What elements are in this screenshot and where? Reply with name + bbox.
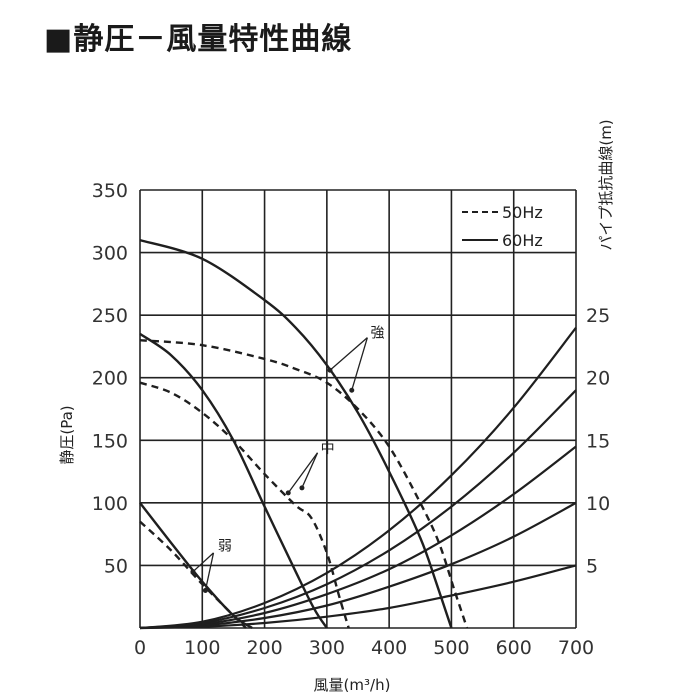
tick-labels: 0 100 200 300 400 500 600 700 50 100 150 200 250 300 3… xyxy=(92,180,610,659)
x-tick-label: 700 xyxy=(558,637,594,659)
y2-axis-label: パイプ抵抗曲線(m) xyxy=(597,119,615,250)
annotation-label: 強 xyxy=(370,326,384,342)
annotation-leader xyxy=(301,452,319,489)
legend: 50Hz 60Hz xyxy=(462,203,543,250)
y-tick-label: 150 xyxy=(92,430,128,452)
x-tick-label: 200 xyxy=(246,637,282,659)
annotation-arrowhead xyxy=(349,387,355,393)
x-tick-label: 300 xyxy=(309,637,345,659)
annotation-leader xyxy=(204,552,215,591)
fan-curve-60hz xyxy=(139,238,453,629)
annotation-arrowhead xyxy=(190,569,196,575)
annotation-leader xyxy=(287,452,319,494)
pipe-resistance-curve xyxy=(139,564,577,630)
x-tick-label: 0 xyxy=(134,637,146,659)
grid xyxy=(139,189,577,629)
fan-curve-50hz xyxy=(139,520,247,629)
fan-curve-60hz xyxy=(139,332,328,629)
legend-label: 50Hz xyxy=(502,203,543,222)
y2-tick-label: 20 xyxy=(586,368,610,390)
annotation-leader xyxy=(351,337,368,391)
y-axis-label: 静圧(Pa) xyxy=(58,405,76,464)
y-tick-label: 100 xyxy=(92,493,128,515)
chart-title: ■静圧－風量特性曲線 xyxy=(44,22,353,57)
x-axis-label: 風量(m³/h) xyxy=(314,676,391,694)
annotation-arrowhead xyxy=(299,485,305,491)
y-tick-label: 350 xyxy=(92,180,128,202)
fan-curve-50hz xyxy=(139,381,350,629)
y-tick-label: 250 xyxy=(92,305,128,327)
pipe-resistance-curve xyxy=(139,389,577,630)
pipe-resistance-curve xyxy=(139,501,577,630)
fan-curve-50hz xyxy=(139,339,469,629)
x-tick-label: 500 xyxy=(433,637,469,659)
annotation-leader xyxy=(329,337,368,371)
curves xyxy=(139,238,577,630)
annotation-arrowhead xyxy=(202,587,208,593)
annotation-arrowhead xyxy=(327,367,333,373)
x-tick-label: 100 xyxy=(184,637,220,659)
annotation-leader xyxy=(192,552,214,573)
x-tick-label: 600 xyxy=(496,637,532,659)
annotation-arrowhead xyxy=(285,490,291,496)
pipe-resistance-curve xyxy=(139,445,577,630)
x-tick-label: 400 xyxy=(371,637,407,659)
y-tick-label: 50 xyxy=(104,555,128,577)
annotations: 強中弱 xyxy=(190,326,384,593)
y2-tick-label: 5 xyxy=(586,555,598,577)
y-tick-label: 200 xyxy=(92,368,128,390)
y2-tick-label: 25 xyxy=(586,305,610,327)
legend-label: 60Hz xyxy=(502,231,543,250)
y2-tick-label: 15 xyxy=(586,430,610,452)
y2-tick-label: 10 xyxy=(586,493,610,515)
y-tick-label: 300 xyxy=(92,243,128,265)
annotation-label: 中 xyxy=(321,441,335,457)
pipe-resistance-curve xyxy=(139,327,577,630)
annotation-label: 弱 xyxy=(218,538,232,554)
